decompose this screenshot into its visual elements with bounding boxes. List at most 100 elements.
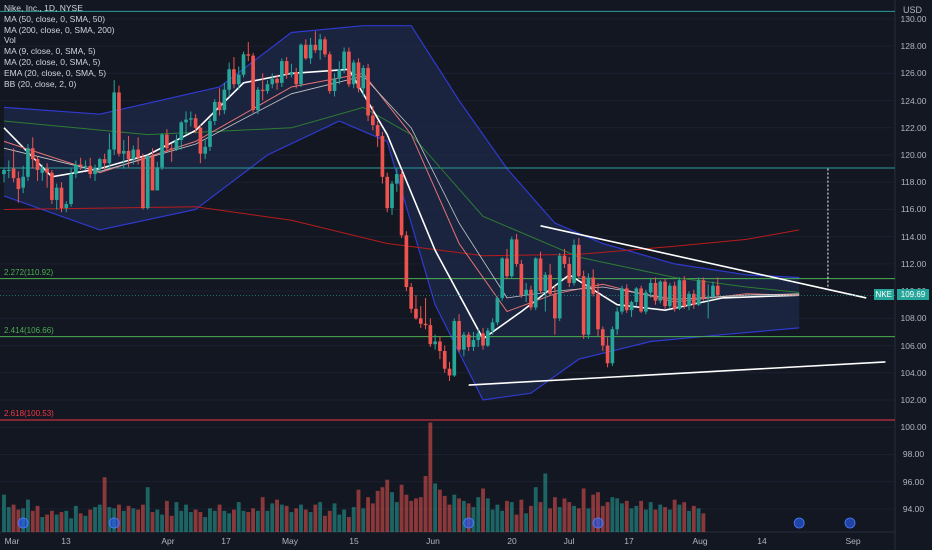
volume-bar xyxy=(591,494,596,532)
volume-bar xyxy=(610,497,615,532)
volume-bar xyxy=(323,515,327,532)
candle-body xyxy=(418,318,423,324)
candle-body xyxy=(644,292,648,312)
volume-bar xyxy=(567,502,572,532)
indicator-ema20[interactable]: EMA (20, close, 0, SMA, 5) xyxy=(4,67,107,78)
event-marker xyxy=(108,517,120,529)
volume-bar xyxy=(629,508,634,532)
volume-bar xyxy=(212,510,217,532)
volume-bar xyxy=(452,494,457,532)
candle-body xyxy=(97,159,102,169)
indicator-ma200[interactable]: MA (200, close, 0, SMA, 200) xyxy=(4,24,115,35)
volume-bar xyxy=(289,512,294,532)
candle-body xyxy=(265,84,270,92)
volume-bar xyxy=(682,502,687,532)
candle-body xyxy=(141,157,145,209)
candle-body xyxy=(241,54,246,75)
time-tick-label: 17 xyxy=(624,536,634,546)
volume-bar xyxy=(409,500,414,532)
price-tick-label: 124.00 xyxy=(900,95,927,106)
time-tick-label: Aug xyxy=(692,536,708,546)
candle-body xyxy=(289,71,294,75)
volume-bar xyxy=(275,499,279,532)
volume-bar xyxy=(605,502,610,532)
candle-body xyxy=(533,258,538,308)
candle-body xyxy=(672,285,677,309)
time-tick-label: 14 xyxy=(757,536,767,546)
volume-bar xyxy=(83,515,88,532)
indicator-ma20[interactable]: MA (20, close, 0, SMA, 5) xyxy=(4,56,101,67)
price-tick-label: 100.00 xyxy=(900,422,927,433)
candle-body xyxy=(179,122,184,141)
volume-bar xyxy=(193,509,198,532)
candle-body xyxy=(16,178,21,190)
candle-body xyxy=(217,101,222,111)
price-tick-label: 126.00 xyxy=(900,68,927,79)
candle-body xyxy=(11,168,16,179)
candle-body xyxy=(361,67,366,89)
candle-body xyxy=(390,183,394,209)
candle-body xyxy=(414,308,418,319)
volume-bar xyxy=(184,504,188,532)
volume-bar xyxy=(136,509,141,532)
volume-bar xyxy=(624,500,629,532)
volume-bar xyxy=(586,508,591,532)
time-tick-label: Mar xyxy=(4,536,20,546)
candle-body xyxy=(605,345,610,364)
trendline xyxy=(540,225,867,299)
volume-bar xyxy=(433,483,438,532)
volume-bar xyxy=(428,422,433,532)
volume-bar xyxy=(615,498,620,532)
candle-body xyxy=(380,135,385,177)
candle-body xyxy=(74,164,78,175)
candle-body xyxy=(433,341,437,345)
currency-label[interactable]: USD xyxy=(902,5,922,15)
candle-body xyxy=(466,334,471,347)
candle-body xyxy=(457,321,461,350)
indicator-vol[interactable]: Vol xyxy=(4,35,16,46)
volume-bar xyxy=(179,510,184,532)
volume-bar xyxy=(677,504,682,532)
volume-bar xyxy=(648,502,653,532)
volume-bar xyxy=(471,507,476,532)
candle-body xyxy=(160,134,164,168)
candle-body xyxy=(385,176,390,209)
volume-bar xyxy=(457,498,462,532)
candle-body xyxy=(428,325,433,345)
candle-body xyxy=(596,293,600,330)
candle-body xyxy=(500,258,505,298)
candle-body xyxy=(687,293,691,307)
volume-bar xyxy=(145,487,150,532)
volume-bar xyxy=(30,510,35,532)
candle-body xyxy=(648,282,653,293)
candle-body xyxy=(706,296,711,298)
volume-bar xyxy=(572,505,576,532)
candle-body xyxy=(232,69,236,85)
volume-bar xyxy=(529,505,533,532)
candle-body xyxy=(246,54,251,56)
candle-body xyxy=(639,288,643,312)
volume-bar xyxy=(658,504,663,532)
candle-body xyxy=(342,51,346,70)
fib-level-label: 2.414(106.66) xyxy=(4,325,54,335)
candle-body xyxy=(212,101,217,121)
candle-body xyxy=(54,187,59,200)
candle-body xyxy=(394,174,399,184)
candle-body xyxy=(423,323,428,326)
candle-body xyxy=(30,148,35,160)
indicator-ma50[interactable]: MA (50, close, 0, SMA, 50) xyxy=(4,13,106,24)
candle-body xyxy=(438,341,442,352)
volume-bar xyxy=(227,513,232,532)
candle-body xyxy=(581,276,586,335)
indicator-bb[interactable]: BB (20, close, 2, 0) xyxy=(4,78,77,89)
candle-body xyxy=(543,274,548,292)
volume-bar xyxy=(447,504,452,532)
indicator-ma9[interactable]: MA (9, close, 0, SMA, 5) xyxy=(4,46,96,57)
time-tick-label: 13 xyxy=(61,536,71,546)
volume-bar xyxy=(232,509,236,532)
volume-bar xyxy=(303,509,308,532)
price-tick-label: 104.00 xyxy=(900,367,927,378)
candle-body xyxy=(303,44,308,59)
candle-body xyxy=(256,89,260,111)
